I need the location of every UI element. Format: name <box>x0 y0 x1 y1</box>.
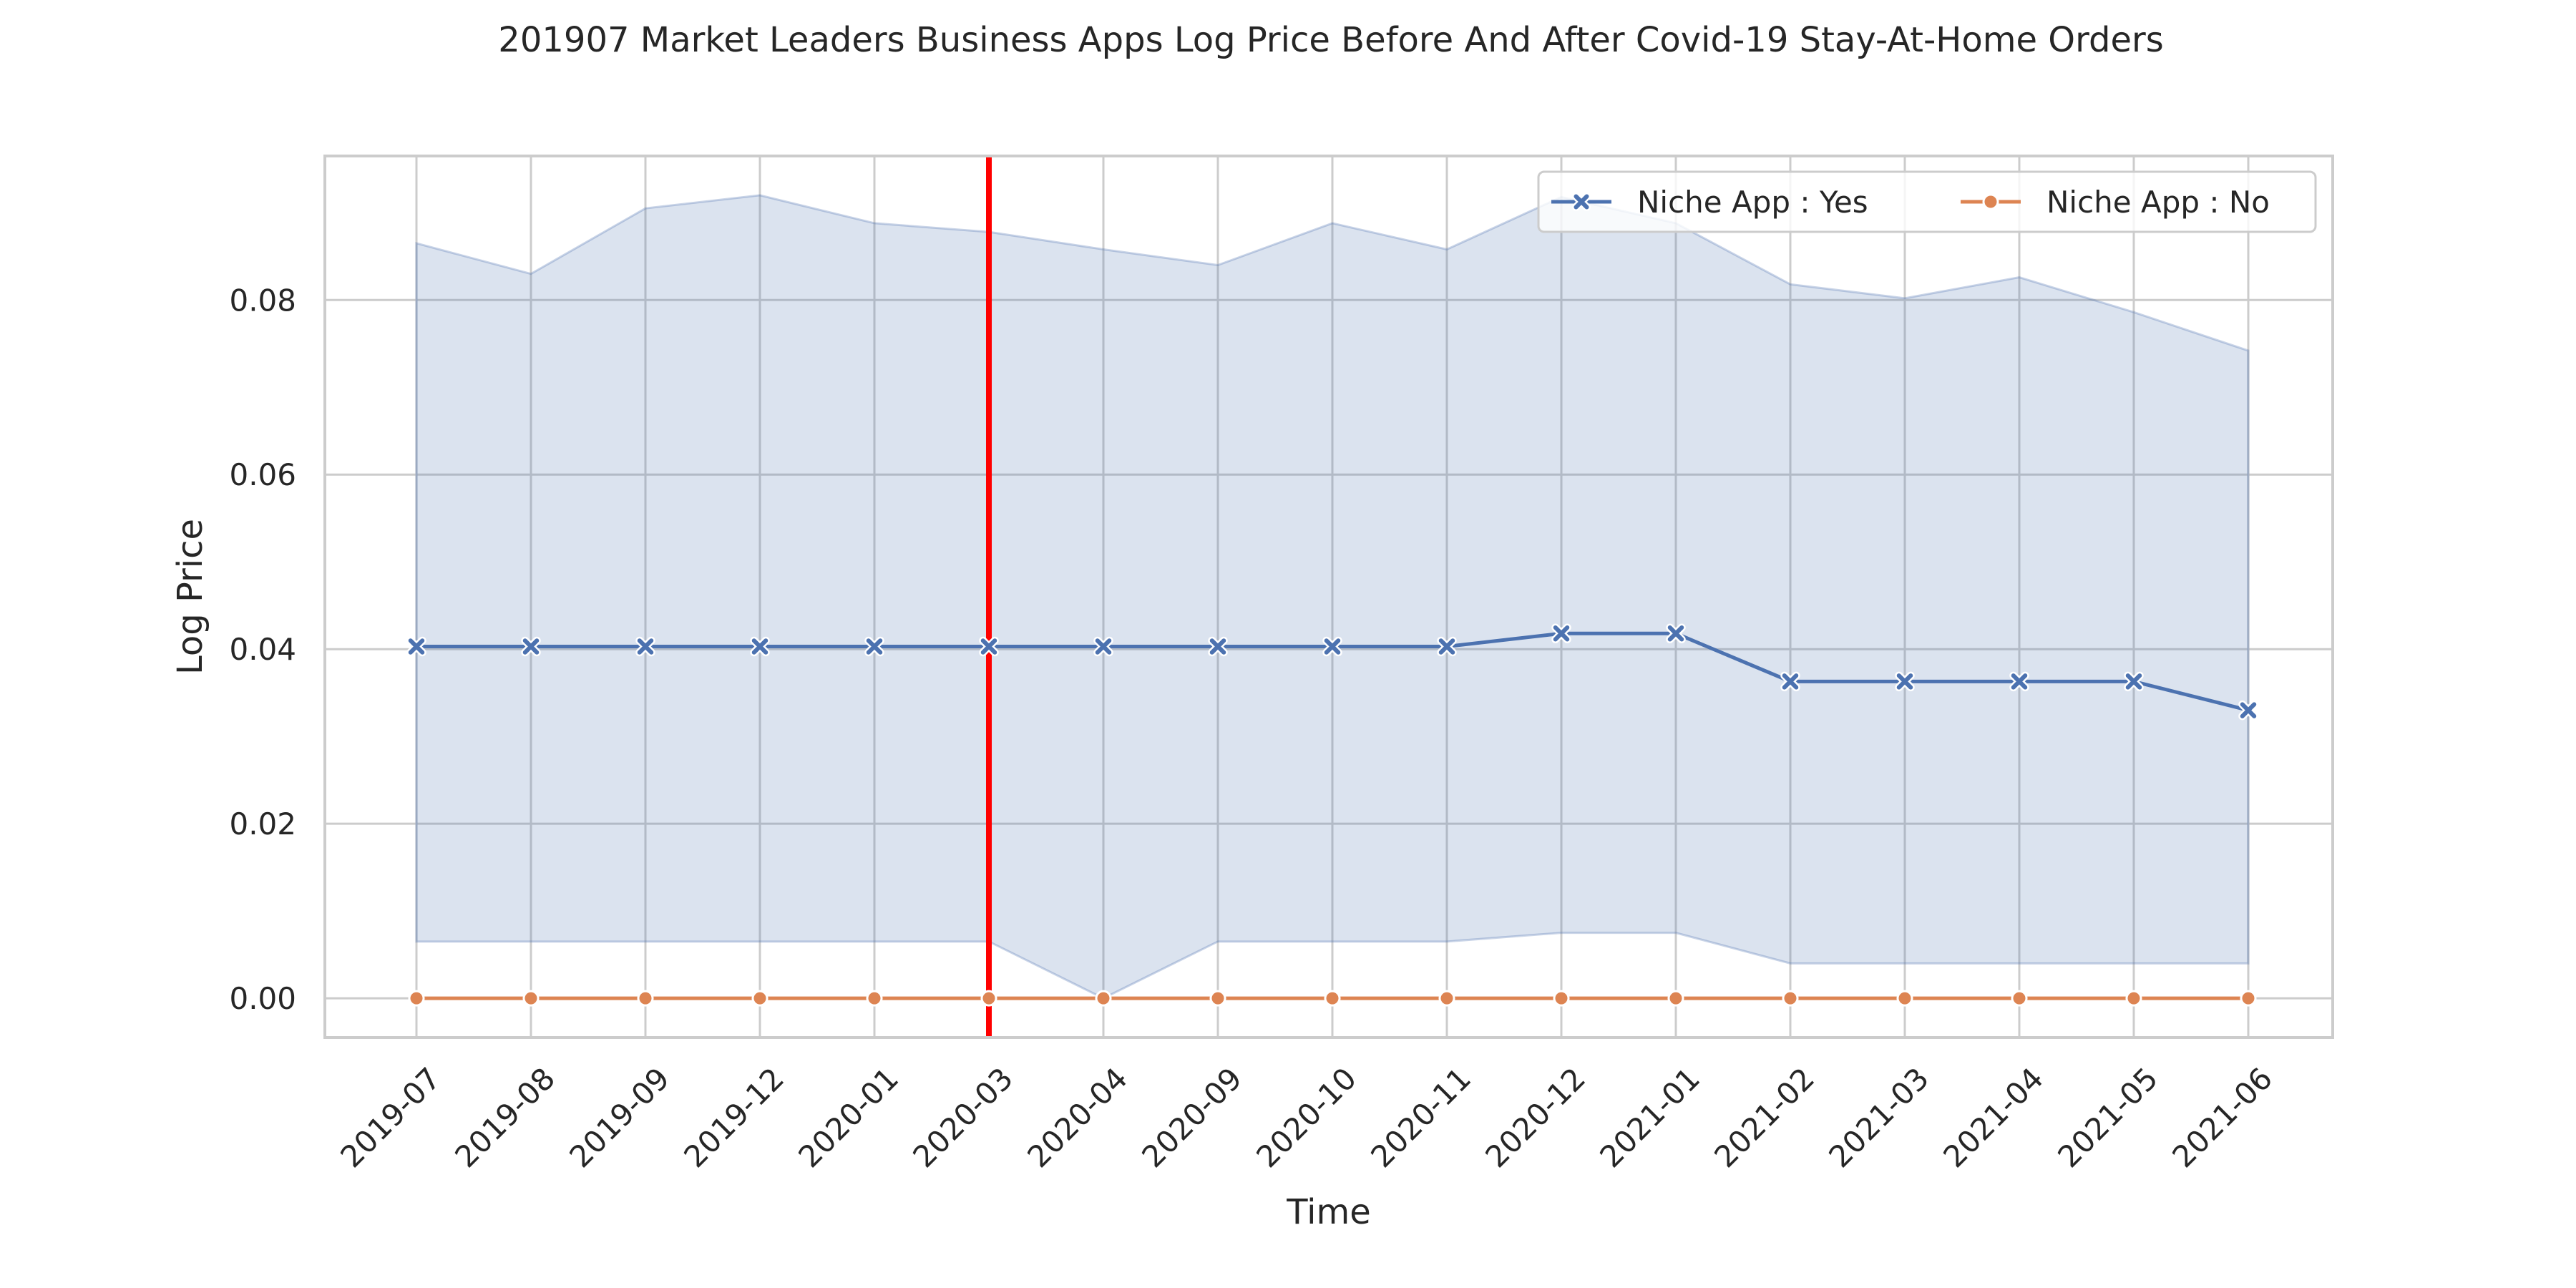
data-point-circle <box>1982 193 1999 210</box>
x-tick-label: 2020-12 <box>1478 1060 1592 1174</box>
data-point-x <box>1572 192 1591 211</box>
x-tick-label: 2020-03 <box>906 1060 1020 1174</box>
series-lines <box>406 623 2258 1007</box>
x-tick-label: 2019-08 <box>448 1060 562 1174</box>
y-tick-label: 0.04 <box>229 632 296 667</box>
x-tick-label: 2019-09 <box>562 1060 676 1174</box>
x-tick-label: 2021-05 <box>2051 1060 2165 1174</box>
x-axis-label: Time <box>1286 1192 1370 1232</box>
data-point-x <box>1895 671 1915 692</box>
x-tick-label: 2021-06 <box>2165 1060 2279 1174</box>
y-axis-ticks: 0.00 0.02 0.04 0.06 0.08 <box>229 283 296 1016</box>
data-point-circle <box>1896 990 1913 1007</box>
x-tick-label: 2021-01 <box>1593 1060 1707 1174</box>
data-point-x <box>521 636 541 657</box>
x-tick-label: 2020-10 <box>1249 1060 1363 1174</box>
data-point-circle <box>1324 990 1341 1007</box>
data-point-circle <box>751 990 769 1007</box>
data-point-circle <box>1209 990 1226 1007</box>
data-point-circle <box>866 990 883 1007</box>
y-axis-label: Log Price <box>170 519 210 675</box>
data-point-x <box>1437 636 1457 657</box>
data-point-x <box>1093 636 1113 657</box>
y-tick-label: 0.02 <box>229 806 296 841</box>
data-point-circle <box>2011 990 2028 1007</box>
data-point-circle <box>522 990 540 1007</box>
x-tick-label: 2019-12 <box>677 1060 791 1174</box>
legend-item: Niche App : Yes <box>1551 185 1868 220</box>
series-group <box>408 990 2257 1007</box>
data-point-circle <box>2240 990 2257 1007</box>
data-point-x <box>979 636 999 657</box>
data-point-circle <box>2125 990 2142 1007</box>
x-tick-label: 2021-03 <box>1822 1060 1936 1174</box>
data-point-x <box>750 636 770 657</box>
data-point-circle <box>408 990 425 1007</box>
data-point-x <box>2238 700 2258 721</box>
x-tick-label: 2021-02 <box>1707 1060 1821 1174</box>
legend-box <box>1537 170 2317 233</box>
data-point-circle <box>980 990 997 1007</box>
data-point-x <box>1208 636 1228 657</box>
plot-frame <box>323 155 2334 1039</box>
legend-label: Niche App : No <box>2046 185 2270 220</box>
data-point-circle <box>1553 990 1570 1007</box>
y-tick-label: 0.06 <box>229 457 296 492</box>
x-tick-label: 2020-11 <box>1364 1060 1478 1174</box>
data-point-x <box>864 636 884 657</box>
data-point-x <box>1322 636 1342 657</box>
data-point-x <box>2009 671 2029 692</box>
legend-item: Niche App : No <box>1961 185 2270 220</box>
series-group <box>406 623 2258 721</box>
data-point-x <box>1551 623 1571 643</box>
confidence-band <box>415 194 2250 1000</box>
data-point-x <box>406 636 426 657</box>
x-tick-label: 2019-07 <box>333 1060 447 1174</box>
data-point-circle <box>1782 990 1799 1007</box>
x-tick-label: 2021-04 <box>1936 1060 2050 1174</box>
data-point-circle <box>1667 990 1684 1007</box>
data-point-circle <box>637 990 654 1007</box>
legend: Niche App : Yes Niche App : No <box>1537 170 2317 233</box>
data-point-x <box>1780 671 1800 692</box>
x-tick-label: 2020-09 <box>1135 1060 1249 1174</box>
x-tick-label: 2020-04 <box>1020 1060 1134 1174</box>
legend-label: Niche App : Yes <box>1637 185 1868 220</box>
data-point-x <box>635 636 655 657</box>
confidence-bands <box>415 194 2250 1000</box>
y-tick-label: 0.00 <box>229 981 296 1016</box>
y-tick-label: 0.08 <box>229 283 296 318</box>
data-point-circle <box>1095 990 1112 1007</box>
x-tick-label: 2020-01 <box>791 1060 905 1174</box>
data-point-x <box>1666 623 1686 643</box>
x-axis-ticks: 2019-07 2019-08 2019-09 2019-12 2020-01 2020-… <box>333 1060 2279 1174</box>
chart-title: 201907 Market Leaders Business Apps Log … <box>498 20 2163 60</box>
data-point-x <box>2124 671 2144 692</box>
data-point-circle <box>1438 990 1455 1007</box>
